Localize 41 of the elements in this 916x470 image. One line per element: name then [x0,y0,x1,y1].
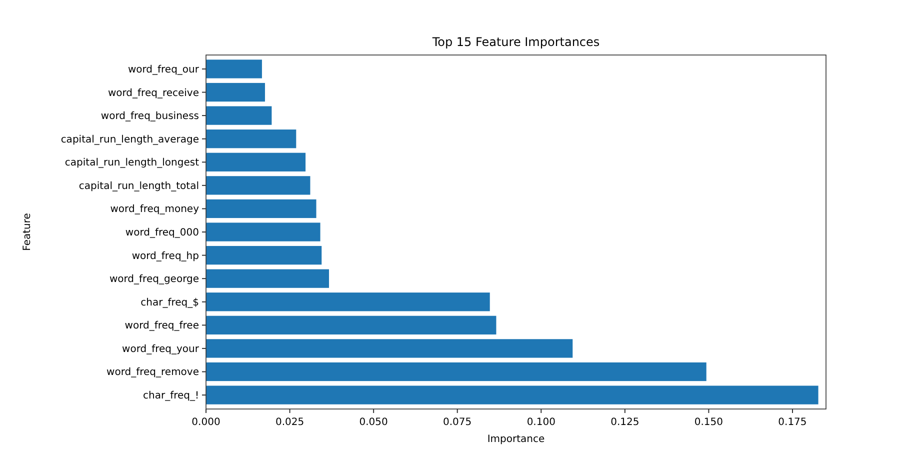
y-tick-label: word_freq_money [110,204,200,216]
y-tick-label: capital_run_length_longest [64,158,200,169]
x-tick-label: 0.100 [526,417,556,428]
bar [206,152,306,172]
y-tick-label: char_freq_$ [140,297,199,308]
x-tick-label: 0.000 [192,417,220,428]
y-tick-label: word_freq_george [109,274,199,286]
bar [206,130,296,148]
x-tick-label: 0.075 [443,417,472,428]
y-tick-label: word_freq_hp [132,250,199,262]
x-tick-label: 0.125 [610,417,640,428]
x-tick-label: 0.050 [359,417,388,428]
bar [206,316,496,334]
bar [206,246,322,265]
x-tick-label: 0.150 [694,417,724,428]
bar [206,269,329,288]
bar [206,106,272,125]
y-tick-label: char_freq_! [143,390,199,402]
bar [206,362,706,382]
x-tick-label: 0.025 [275,417,304,428]
y-tick-label: word_freq_000 [125,228,199,238]
y-tick-label: capital_run_length_total [78,180,199,192]
bar [206,292,490,312]
y-tick-label: word_freq_free [124,320,199,332]
bar [206,222,320,242]
y-axis-title: Feature [22,213,33,251]
bar [206,386,818,404]
y-tick-label: word_freq_your [122,344,200,355]
y-tick-label: word_freq_remove [106,367,199,378]
y-tick-label: word_freq_receive [108,88,199,99]
y-tick-label: word_freq_our [128,64,200,76]
x-axis-title: Importance [487,434,545,445]
bar [206,199,316,218]
chart-title: Top 15 Feature Importances [431,35,600,49]
y-tick-label: word_freq_business [100,111,199,122]
y-tick-label: capital_run_length_average [60,134,199,146]
bar [206,82,265,102]
bar [206,60,262,78]
bar [206,339,573,358]
x-tick-label: 0.175 [778,417,807,428]
bar [206,176,310,195]
